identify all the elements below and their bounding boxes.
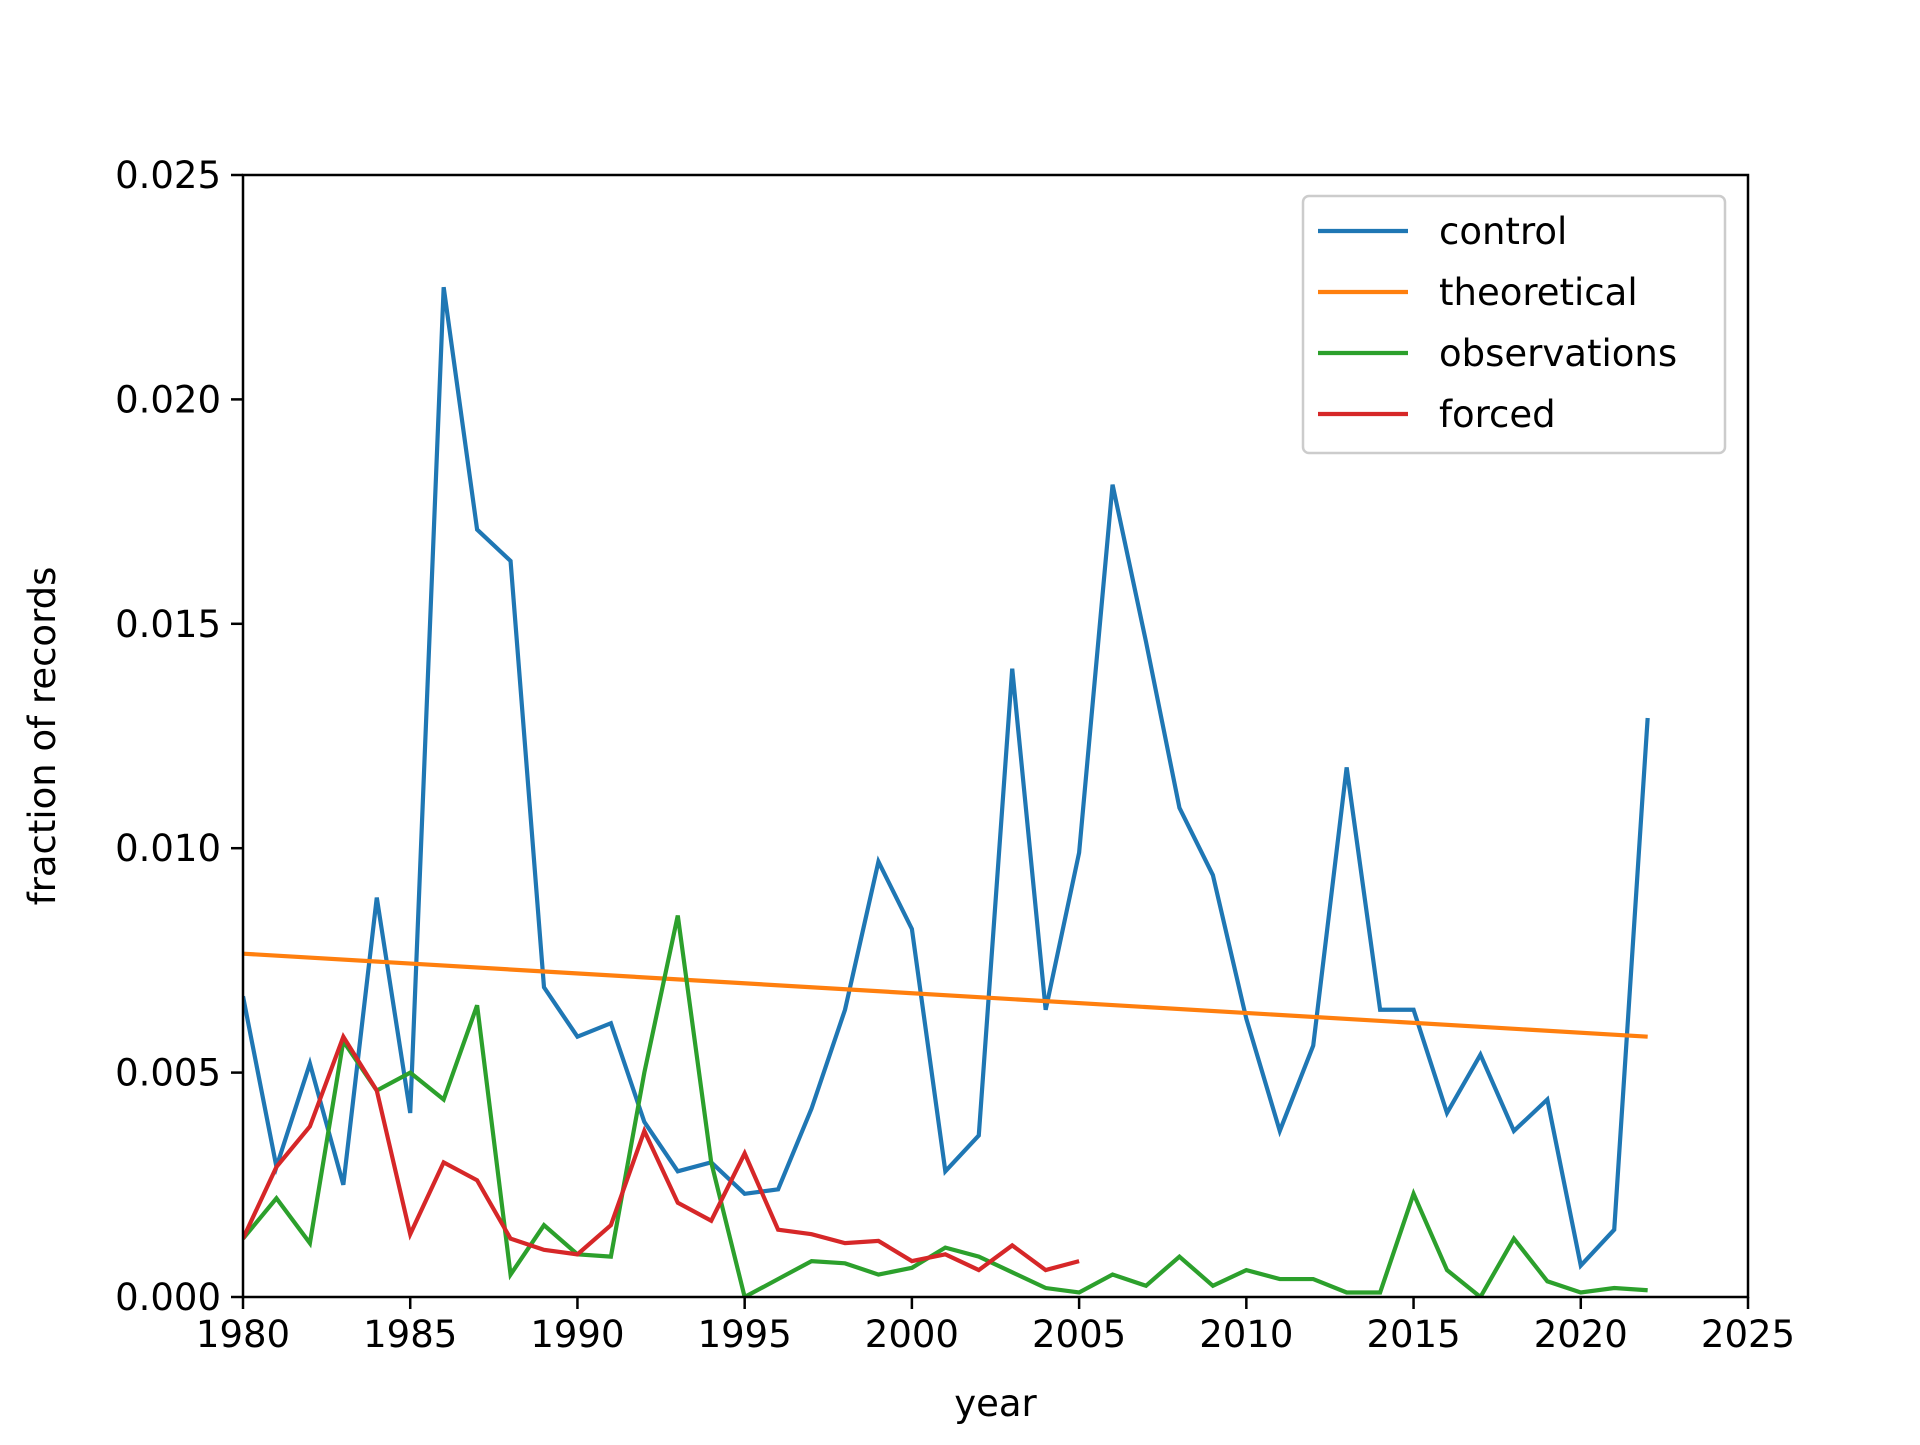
series-line-control xyxy=(243,286,1650,1271)
axes-layer: 1980 1985 1990 1995 2000 2005 2010 2015 2020 2025… xyxy=(115,154,1795,1356)
x-tick-label: 2025 xyxy=(1701,1313,1795,1356)
x-tick-label: 2015 xyxy=(1366,1313,1460,1356)
x-tick-label: 2010 xyxy=(1199,1313,1293,1356)
x-tick-label: 2020 xyxy=(1534,1313,1628,1356)
legend-label-control: control xyxy=(1439,210,1567,253)
x-tick-label: 1980 xyxy=(196,1313,290,1356)
x-axis-label: year xyxy=(954,1382,1037,1425)
x-tick-label: 2000 xyxy=(865,1313,959,1356)
series-line-observations xyxy=(243,915,1648,1297)
legend-label-observations: observations xyxy=(1439,332,1677,375)
y-tick-label: 0.015 xyxy=(115,603,221,646)
y-tick-label: 0.010 xyxy=(115,827,221,870)
x-tick-label: 1995 xyxy=(698,1313,792,1356)
y-tick-label: 0.025 xyxy=(115,154,221,197)
legend-box xyxy=(1301,194,1727,455)
y-axis-label: fraction of records xyxy=(21,567,64,906)
legend: control theoretical observations forced xyxy=(1301,194,1727,455)
plot-frame xyxy=(241,173,1750,1299)
series-line-theoretical xyxy=(243,951,1648,1039)
y-tick-label: 0.020 xyxy=(115,378,221,421)
x-tick-label: 1985 xyxy=(363,1313,457,1356)
x-tick-label: 2005 xyxy=(1032,1313,1126,1356)
y-tick-label: 0.000 xyxy=(115,1276,221,1319)
legend-label-forced: forced xyxy=(1439,393,1556,436)
series-line-forced xyxy=(243,1031,1080,1273)
series-layer xyxy=(243,286,1650,1297)
y-tick-label: 0.005 xyxy=(115,1052,221,1095)
legend-label-theoretical: theoretical xyxy=(1439,271,1638,314)
x-tick-label: 1990 xyxy=(530,1313,624,1356)
